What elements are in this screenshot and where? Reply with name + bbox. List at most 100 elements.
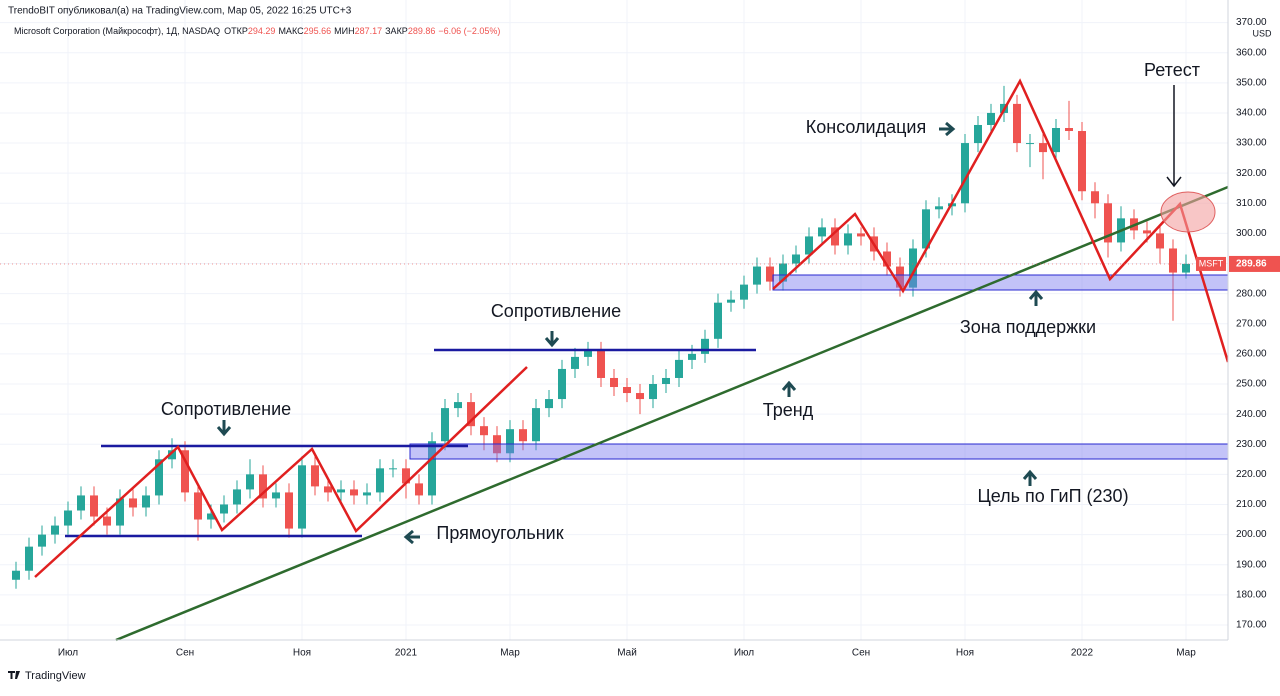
candle-body <box>1026 143 1034 145</box>
candle-body <box>1091 191 1099 204</box>
candle-body <box>285 492 293 529</box>
candle-body <box>207 513 215 520</box>
ohlc-value: 287.17 <box>355 26 383 36</box>
candle-body <box>623 387 631 394</box>
ohlc-label: МИН <box>334 26 354 36</box>
price-axis <box>1228 0 1280 665</box>
candle-body <box>272 492 280 499</box>
candle-body <box>194 492 202 520</box>
trend-line <box>115 185 1229 642</box>
candle-body <box>129 498 137 508</box>
currency: USD <box>1252 28 1272 38</box>
y-tick-label: 190.00 <box>1236 559 1267 570</box>
publisher-line: TrendoBIT опубликовал(а) на TradingView.… <box>8 5 352 17</box>
y-tick-label: 350.00 <box>1236 77 1267 88</box>
ohlc-label: ЗАКР <box>385 26 408 36</box>
price-box <box>1229 255 1280 272</box>
candle-body <box>1169 248 1177 273</box>
candle-body <box>766 266 774 282</box>
candle-body <box>896 266 904 288</box>
candle-body <box>415 483 423 496</box>
symbol: Microsoft Corporation (Майкрософт), 1Д, … <box>14 26 220 36</box>
candle-body <box>935 206 943 210</box>
candle-body <box>155 459 163 496</box>
candle-body <box>1013 103 1021 144</box>
y-tick-label: 280.00 <box>1236 288 1267 299</box>
x-tick-label: Июл <box>58 648 78 659</box>
annotation: Зона поддержки <box>960 317 1096 337</box>
candle-body <box>883 251 891 267</box>
candle-body <box>558 368 566 400</box>
target-zone <box>409 443 1229 460</box>
y-tick-label: 220.00 <box>1236 469 1267 480</box>
candle-body <box>376 468 384 493</box>
annotation: Тренд <box>763 400 814 420</box>
candle-body <box>688 353 696 360</box>
candle-body <box>350 489 358 496</box>
candle-body <box>844 233 852 246</box>
candle-body <box>389 468 397 470</box>
candle-body <box>181 450 189 493</box>
y-tick-label: 270.00 <box>1236 318 1267 329</box>
candle-body <box>740 284 748 300</box>
y-tick-label: 240.00 <box>1236 409 1267 420</box>
candle-body <box>818 227 826 237</box>
x-tick-label: Мар <box>500 648 520 659</box>
candle-body <box>987 112 995 125</box>
annotations: Сопротивление Сопротивление Прямоугольник Т… <box>161 60 1200 543</box>
zigzag <box>34 366 528 578</box>
arrow-up <box>1022 469 1038 486</box>
ticker-box <box>1196 256 1226 271</box>
candle-body <box>142 495 150 508</box>
candle-body <box>363 492 371 496</box>
y-tick-label: 370.00 <box>1236 17 1267 28</box>
candle-body <box>454 402 462 409</box>
annotation: Цель по ГиП (230) <box>977 486 1128 506</box>
ohlc-label: МАКС <box>278 26 304 36</box>
y-tick-label: 330.00 <box>1236 138 1267 149</box>
candle-body <box>12 570 20 580</box>
candle-body <box>519 429 527 442</box>
candle-body <box>480 426 488 436</box>
candle-body <box>77 495 85 511</box>
y-tick-label: 300.00 <box>1236 228 1267 239</box>
retest-circle <box>1160 191 1216 233</box>
x-tick-label: Июл <box>734 648 754 659</box>
x-tick-label: Сен <box>852 648 870 659</box>
logo <box>8 671 20 679</box>
candle-body <box>1143 230 1151 234</box>
candle-body <box>974 124 982 144</box>
candle-body <box>298 465 306 529</box>
candle-body <box>649 384 657 400</box>
candle-body <box>168 450 176 460</box>
y-tick-label: 260.00 <box>1236 349 1267 360</box>
candle-body <box>1078 131 1086 192</box>
candle-body <box>610 377 618 388</box>
ohlc-value: 294.29 <box>248 26 276 36</box>
candle-body <box>1039 143 1047 153</box>
annotation: Сопротивление <box>491 301 621 321</box>
candle-body <box>103 516 111 526</box>
annotation: Прямоугольник <box>436 523 563 543</box>
candle-body <box>701 338 709 354</box>
axes: 170.00 180.00 190.00 200.00 210.00 220.00 230.… <box>0 17 1280 659</box>
change: −6.06 (−2.05%) <box>438 26 500 36</box>
candle-body <box>1104 203 1112 243</box>
candle-body <box>25 546 33 571</box>
candle-body <box>51 525 59 535</box>
arrow-up <box>781 380 797 397</box>
annotation: Ретест <box>1144 60 1200 80</box>
x-tick-label: Ноя <box>956 648 974 659</box>
candle-body <box>779 263 787 282</box>
candle-body <box>597 350 605 378</box>
arrow-up <box>1028 289 1044 306</box>
x-tick-label: Ноя <box>293 648 311 659</box>
x-tick-label: 2021 <box>395 648 418 659</box>
candle-body <box>467 402 475 427</box>
candle-body <box>337 489 345 493</box>
x-tick-label: Май <box>617 648 637 659</box>
candle-body <box>1182 263 1190 273</box>
y-tick-label: 340.00 <box>1236 108 1267 119</box>
candle-body <box>64 510 72 526</box>
y-tick-label: 320.00 <box>1236 168 1267 179</box>
